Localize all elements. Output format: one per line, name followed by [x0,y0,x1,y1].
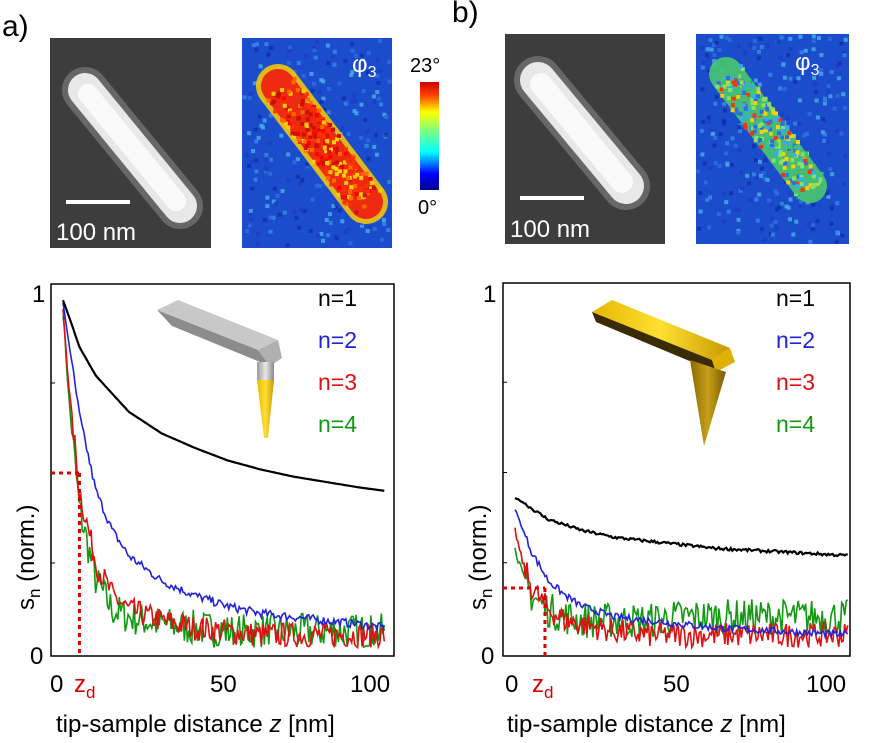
phase-label-a: φ3 [352,51,377,81]
y-tick-0-b: 0 [481,643,494,670]
legend-item-n3-a: n=3 [318,369,357,395]
x-tick-100-b: 100 [806,671,846,698]
scale-bar-label-b: 100 nm [510,216,590,243]
legend-item-n4-b: n=4 [776,411,815,437]
series-line-n2 [62,302,386,633]
topography-image-a: 100 nm [50,38,211,248]
x-tick-0-a: 0 [50,671,63,698]
series-line-n2 [514,509,849,640]
legend-item-n1-a: n=1 [318,285,357,311]
y-axis-label-b: sn (norm.) [465,505,496,610]
plot-a: 1 0 0 50 100 zd sn (norm.) tip-sample di… [13,281,395,738]
x-axis-label-b: tip-sample distance z [nm] [507,711,786,738]
probe-icon-a [157,300,282,438]
y-axis-label-a: sn (norm.) [13,505,44,610]
x-tick-0-b: 0 [505,671,518,698]
x-axis-label-a: tip-sample distance z [nm] [56,711,335,738]
series-line-n4 [62,316,386,649]
legend-item-n2-a: n=2 [318,327,357,353]
y-tick-1-a: 1 [32,281,45,308]
legend-item-n4-a: n=4 [318,411,357,437]
zd-label-b: zd [532,671,553,702]
phase-image-b: φ3 [696,34,849,244]
x-tick-50-b: 50 [663,671,690,698]
panel-label-a: a) [2,10,29,43]
series-line-n4 [514,547,849,638]
y-tick-1-b: 1 [483,281,496,308]
legend-item-n3-b: n=3 [776,369,815,395]
x-tick-100-a: 100 [350,671,390,698]
topography-image-b: 100 nm [505,34,665,244]
legend-a: n=1 n=2 n=3 n=4 [318,285,357,437]
gold-probe-icon-b [592,300,735,446]
panel-label-b: b) [452,0,479,29]
legend-item-n1-b: n=1 [776,285,815,311]
plot-frame-a [50,283,395,657]
panel-a: a) 100 nm φ3 23° 0° [2,10,440,738]
panel-b: b) 100 nm φ3 1 0 0 50 100 [452,0,851,738]
phase-image-a: φ3 [242,38,392,248]
plot-frame-b [502,282,851,657]
series-line-n1 [61,299,385,492]
legend-b: n=1 n=2 n=3 n=4 [776,285,815,437]
series-line-n3 [62,308,386,650]
legend-item-n2-b: n=2 [776,327,815,353]
y-tick-0-a: 0 [30,643,43,670]
scale-bar-label-a: 100 nm [56,219,136,246]
phase-label-b: φ3 [795,49,820,79]
x-tick-50-a: 50 [210,671,237,698]
series-line-n3 [514,527,849,651]
colorbar-a: 23° 0° [410,55,440,219]
plot-b: 1 0 0 50 100 zd sn (norm.) tip-sample di… [465,281,851,738]
colorbar-min-label: 0° [418,197,437,219]
series-line-n1 [514,497,848,558]
colorbar-max-label: 23° [410,55,440,77]
zd-label-a: zd [74,671,95,702]
